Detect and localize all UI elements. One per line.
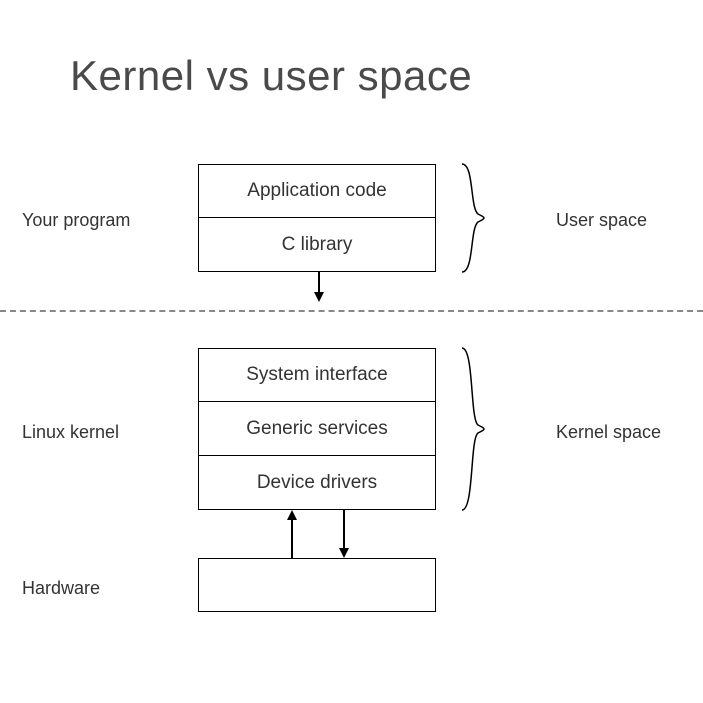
box-system-interface: System interface [198, 348, 436, 402]
box-hardware [198, 558, 436, 612]
label-hardware: Hardware [22, 578, 100, 599]
brace-kernel-space [458, 348, 498, 510]
arrow-hardware-to-drivers [287, 510, 297, 558]
box-label: Device drivers [257, 472, 377, 494]
arrow-drivers-to-hardware [339, 510, 349, 558]
diagram-title: Kernel vs user space [70, 52, 472, 100]
brace-user-space [458, 164, 498, 272]
box-label: C library [282, 234, 353, 256]
box-application-code: Application code [198, 164, 436, 218]
box-device-drivers: Device drivers [198, 455, 436, 510]
label-linux-kernel: Linux kernel [22, 422, 119, 443]
label-your-program: Your program [22, 210, 130, 231]
label-user-space: User space [556, 210, 647, 231]
box-generic-services: Generic services [198, 401, 436, 456]
label-kernel-space: Kernel space [556, 422, 661, 443]
box-label: System interface [246, 364, 388, 386]
box-label: Application code [247, 180, 386, 202]
box-label: Generic services [246, 418, 388, 440]
arrow-clib-to-kernel [314, 272, 324, 302]
space-divider [0, 310, 703, 312]
box-c-library: C library [198, 217, 436, 272]
